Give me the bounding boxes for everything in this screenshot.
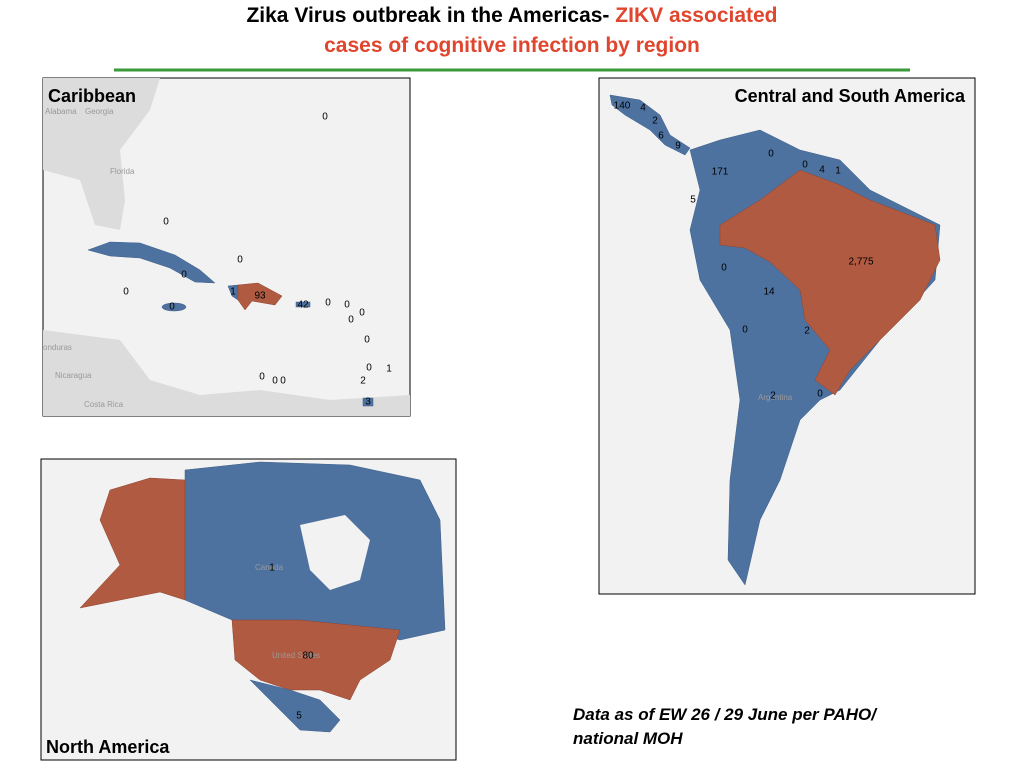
note-line: Data as of EW 26 / 29 June per PAHO/ bbox=[573, 705, 878, 724]
case-count: 3 bbox=[365, 397, 371, 408]
case-count: 0 bbox=[364, 335, 370, 346]
basemap-label: Argentina bbox=[758, 393, 793, 402]
case-count: 42 bbox=[297, 300, 309, 311]
case-count: 0 bbox=[817, 389, 823, 400]
case-count: 14 bbox=[763, 287, 775, 298]
case-count: 1 bbox=[386, 364, 392, 375]
basemap-label: Georgia bbox=[85, 107, 114, 116]
case-count: 0 bbox=[325, 298, 331, 309]
basemap-label: Canada bbox=[255, 563, 284, 572]
jamaica bbox=[161, 302, 187, 312]
mexico bbox=[249, 679, 341, 733]
north-america-map: Canada United States 1 80 5 North America bbox=[40, 458, 457, 761]
case-count: 171 bbox=[712, 167, 729, 178]
panel-name: North America bbox=[46, 737, 170, 757]
case-count: 2 bbox=[360, 376, 366, 387]
case-count: 0 bbox=[348, 315, 354, 326]
land bbox=[43, 78, 160, 230]
basemap-label: Florida bbox=[110, 167, 135, 176]
cuba bbox=[87, 241, 216, 284]
case-count: 0 bbox=[721, 263, 727, 274]
case-count: 1 bbox=[835, 166, 841, 177]
case-count: 4 bbox=[640, 103, 646, 114]
case-count: 140 bbox=[614, 101, 631, 112]
case-count: 0 bbox=[742, 325, 748, 336]
caribbean-labels: Alabama Georgia Florida onduras Nicaragua Cos… bbox=[43, 107, 392, 409]
case-count: 0 bbox=[366, 363, 372, 374]
case-count: 93 bbox=[254, 291, 266, 302]
basemap-label: United States bbox=[272, 651, 320, 660]
case-count: 1 bbox=[230, 287, 236, 298]
caribbean-map: Alabama Georgia Florida onduras Nicaragua Cos… bbox=[42, 77, 411, 417]
case-count: 2 bbox=[804, 326, 810, 337]
title-line2: cases of cognitive infection by region bbox=[324, 34, 700, 57]
case-count: 0 bbox=[322, 112, 328, 123]
puerto-rico bbox=[295, 301, 311, 308]
case-count: 0 bbox=[123, 287, 129, 298]
hudson-bay bbox=[300, 515, 370, 590]
basemap-label: Costa Rica bbox=[84, 400, 124, 409]
case-count: 6 bbox=[658, 131, 664, 142]
case-count: 0 bbox=[359, 308, 365, 319]
alaska bbox=[79, 477, 186, 609]
basemap-label: Nicaragua bbox=[55, 371, 92, 380]
case-count: 9 bbox=[675, 141, 681, 152]
united-states bbox=[231, 619, 401, 701]
case-count: 1 bbox=[269, 563, 275, 574]
case-count: 0 bbox=[181, 270, 187, 281]
title-line1: Zika Virus outbreak in the Americas- ZIK… bbox=[246, 4, 777, 27]
basemap-label: onduras bbox=[43, 343, 72, 352]
panel-name: Caribbean bbox=[48, 86, 136, 106]
title-black: Zika Virus outbreak in the Americas- bbox=[246, 4, 609, 27]
case-count: 4 bbox=[819, 165, 825, 176]
case-count: 2 bbox=[770, 391, 776, 402]
central-america bbox=[609, 94, 691, 156]
case-count: 0 bbox=[272, 376, 278, 387]
note-line: national MOH bbox=[573, 729, 683, 748]
case-count: 2 bbox=[652, 116, 658, 127]
case-count: 0 bbox=[259, 372, 265, 383]
case-count: 5 bbox=[690, 195, 696, 206]
case-count: 0 bbox=[169, 302, 175, 313]
case-count: 80 bbox=[302, 651, 314, 662]
basemap-label: Alabama bbox=[45, 107, 77, 116]
case-count: 2,775 bbox=[848, 257, 873, 268]
case-count: 5 bbox=[296, 711, 302, 722]
case-count: 0 bbox=[802, 160, 808, 171]
north-america-labels: Canada United States 1 80 5 bbox=[255, 563, 320, 722]
case-count: 0 bbox=[163, 217, 169, 228]
case-count: 0 bbox=[237, 255, 243, 266]
case-count: 0 bbox=[768, 149, 774, 160]
case-count: 0 bbox=[344, 300, 350, 311]
panel-name: Central and South America bbox=[735, 86, 966, 106]
case-count: 0 bbox=[280, 376, 286, 387]
land bbox=[43, 330, 410, 416]
dominican-republic bbox=[237, 282, 283, 311]
title-red: ZIKV associated bbox=[615, 4, 777, 27]
trinidad bbox=[362, 397, 374, 407]
brazil bbox=[719, 169, 941, 396]
